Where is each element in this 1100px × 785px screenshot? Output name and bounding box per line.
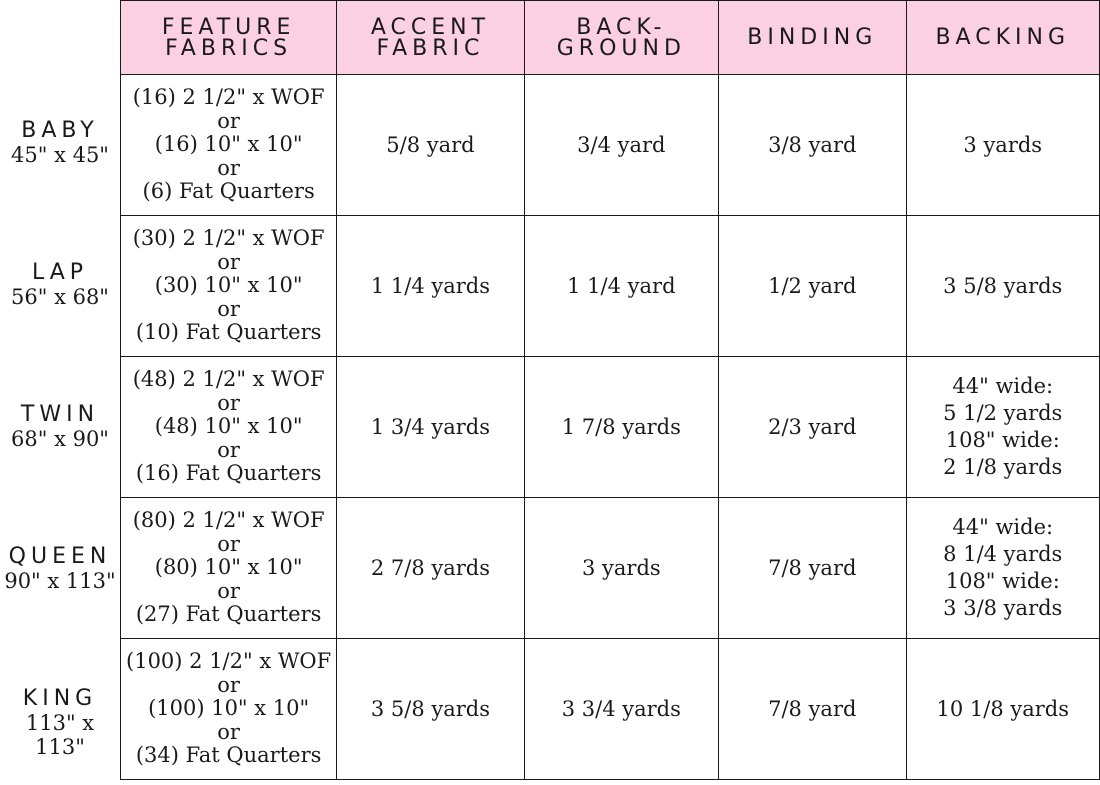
binding-cell: 7/8 yard: [718, 638, 907, 780]
cell-line: (27) Fat Quarters: [135, 602, 322, 627]
backing-cell: 10 1/8 yards: [905, 638, 1100, 780]
background-cell: 3 yards: [523, 497, 720, 639]
cell-line: or: [217, 108, 240, 133]
cell-line: 3 yards: [963, 133, 1043, 157]
cell-line: 2 1/8 yards: [943, 455, 1063, 479]
header-line: FEATURE: [161, 14, 296, 40]
header-line: FABRIC: [376, 35, 485, 61]
size-label-queen: QUEEN 90" x 113": [0, 544, 120, 594]
size-name: BABY: [21, 118, 99, 143]
cell-line: (80) 10" x 10": [154, 555, 303, 580]
binding-cell: 7/8 yard: [718, 497, 907, 639]
cell-line: 5 1/2 yards: [943, 401, 1063, 425]
size-label-lap: LAP 56" x 68": [0, 260, 120, 310]
size-dimensions: 90" x 113": [4, 569, 116, 593]
backing-cell: 3 yards: [905, 74, 1100, 216]
header-accent-fabric: ACCENT FABRIC: [336, 0, 525, 75]
fabric-requirements-table: FEATURE FABRICS ACCENT FABRIC BACK- GROU…: [119, 0, 1100, 780]
header-background: BACK- GROUND: [523, 0, 720, 75]
size-name: KING: [22, 686, 98, 711]
size-dimensions: 45" x 45": [11, 143, 109, 167]
accent-fabric-cell: 2 7/8 yards: [336, 497, 525, 639]
table-header: FEATURE FABRICS ACCENT FABRIC BACK- GROU…: [119, 0, 1100, 75]
backing-cell: 44" wide: 8 1/4 yards 108" wide: 3 3/8 y…: [905, 497, 1100, 639]
cell-line: (100) 2 1/2" x WOF: [126, 649, 332, 674]
feature-fabrics-cell: (100) 2 1/2" x WOF or (100) 10" x 10" or…: [119, 638, 338, 780]
cell-line: (80) 2 1/2" x WOF: [132, 508, 325, 533]
cell-line: (48) 10" x 10": [154, 414, 303, 439]
cell-line: (30) 2 1/2" x WOF: [132, 226, 325, 251]
cell-line: (16) 10" x 10": [154, 132, 303, 157]
cell-line: 108" wide:: [945, 428, 1060, 452]
quilt-size-labels: BABY 45" x 45" LAP 56" x 68" TWIN 68" x …: [0, 0, 120, 785]
cell-line: (6) Fat Quarters: [142, 179, 315, 204]
header-row: FEATURE FABRICS ACCENT FABRIC BACK- GROU…: [119, 0, 1100, 75]
size-dimensions: 68" x 90": [11, 427, 109, 451]
cell-line: 44" wide:: [952, 374, 1054, 398]
size-name: TWIN: [20, 402, 100, 427]
cell-line: 8 1/4 yards: [943, 542, 1063, 566]
header-line: FABRICS: [165, 35, 293, 61]
table-row-twin: (48) 2 1/2" x WOF or (48) 10" x 10" or (…: [119, 356, 1100, 498]
cell-line: 3 5/8 yards: [943, 274, 1063, 298]
cell-line: (34) Fat Quarters: [135, 743, 322, 768]
cell-line: (16) 2 1/2" x WOF: [132, 85, 325, 110]
feature-fabrics-cell: (80) 2 1/2" x WOF or (80) 10" x 10" or (…: [119, 497, 338, 639]
header-line: BACKING: [935, 25, 1071, 50]
size-label-baby: BABY 45" x 45": [0, 118, 120, 168]
accent-fabric-cell: 1 1/4 yards: [336, 215, 525, 357]
cell-line: (10) Fat Quarters: [135, 320, 322, 345]
header-line: BINDING: [747, 25, 878, 50]
cell-line: or: [217, 296, 240, 321]
cell-line: or: [217, 437, 240, 462]
header-line: GROUND: [556, 35, 686, 61]
cell-line: 44" wide:: [952, 515, 1054, 539]
binding-cell: 2/3 yard: [718, 356, 907, 498]
table-row-lap: (30) 2 1/2" x WOF or (30) 10" x 10" or (…: [119, 215, 1100, 357]
background-cell: 1 7/8 yards: [523, 356, 720, 498]
table-row-baby: (16) 2 1/2" x WOF or (16) 10" x 10" or (…: [119, 74, 1100, 216]
size-label-king: KING 113" x 113": [0, 686, 120, 760]
cell-line: 10 1/8 yards: [936, 697, 1069, 721]
background-cell: 3 3/4 yards: [523, 638, 720, 780]
size-name: LAP: [31, 260, 89, 285]
header-line: ACCENT: [370, 14, 491, 40]
cell-line: or: [217, 155, 240, 180]
cell-line: or: [217, 672, 240, 697]
size-dimensions: 113" x 113": [25, 711, 95, 759]
backing-cell: 3 5/8 yards: [905, 215, 1100, 357]
size-dimensions: 56" x 68": [11, 285, 109, 309]
header-backing: BACKING: [905, 0, 1100, 75]
background-cell: 3/4 yard: [523, 74, 720, 216]
binding-cell: 1/2 yard: [718, 215, 907, 357]
cell-line: or: [217, 531, 240, 556]
size-label-twin: TWIN 68" x 90": [0, 402, 120, 452]
feature-fabrics-cell: (48) 2 1/2" x WOF or (48) 10" x 10" or (…: [119, 356, 338, 498]
accent-fabric-cell: 3 5/8 yards: [336, 638, 525, 780]
cell-line: 3 3/8 yards: [943, 596, 1063, 620]
header-feature-fabrics: FEATURE FABRICS: [119, 0, 338, 75]
cell-line: or: [217, 249, 240, 274]
backing-cell: 44" wide: 5 1/2 yards 108" wide: 2 1/8 y…: [905, 356, 1100, 498]
cell-line: (48) 2 1/2" x WOF: [132, 367, 325, 392]
binding-cell: 3/8 yard: [718, 74, 907, 216]
cell-line: (30) 10" x 10": [154, 273, 303, 298]
cell-line: (100) 10" x 10": [148, 696, 310, 721]
cell-line: or: [217, 390, 240, 415]
table-row-king: (100) 2 1/2" x WOF or (100) 10" x 10" or…: [119, 638, 1100, 780]
feature-fabrics-cell: (16) 2 1/2" x WOF or (16) 10" x 10" or (…: [119, 74, 338, 216]
accent-fabric-cell: 5/8 yard: [336, 74, 525, 216]
header-binding: BINDING: [718, 0, 907, 75]
cell-line: or: [217, 719, 240, 744]
header-line: BACK-: [576, 14, 667, 40]
cell-line: or: [217, 578, 240, 603]
cell-line: 108" wide:: [945, 569, 1060, 593]
cell-line: (16) Fat Quarters: [135, 461, 322, 486]
feature-fabrics-cell: (30) 2 1/2" x WOF or (30) 10" x 10" or (…: [119, 215, 338, 357]
accent-fabric-cell: 1 3/4 yards: [336, 356, 525, 498]
size-name: QUEEN: [8, 544, 112, 569]
table-row-queen: (80) 2 1/2" x WOF or (80) 10" x 10" or (…: [119, 497, 1100, 639]
background-cell: 1 1/4 yard: [523, 215, 720, 357]
